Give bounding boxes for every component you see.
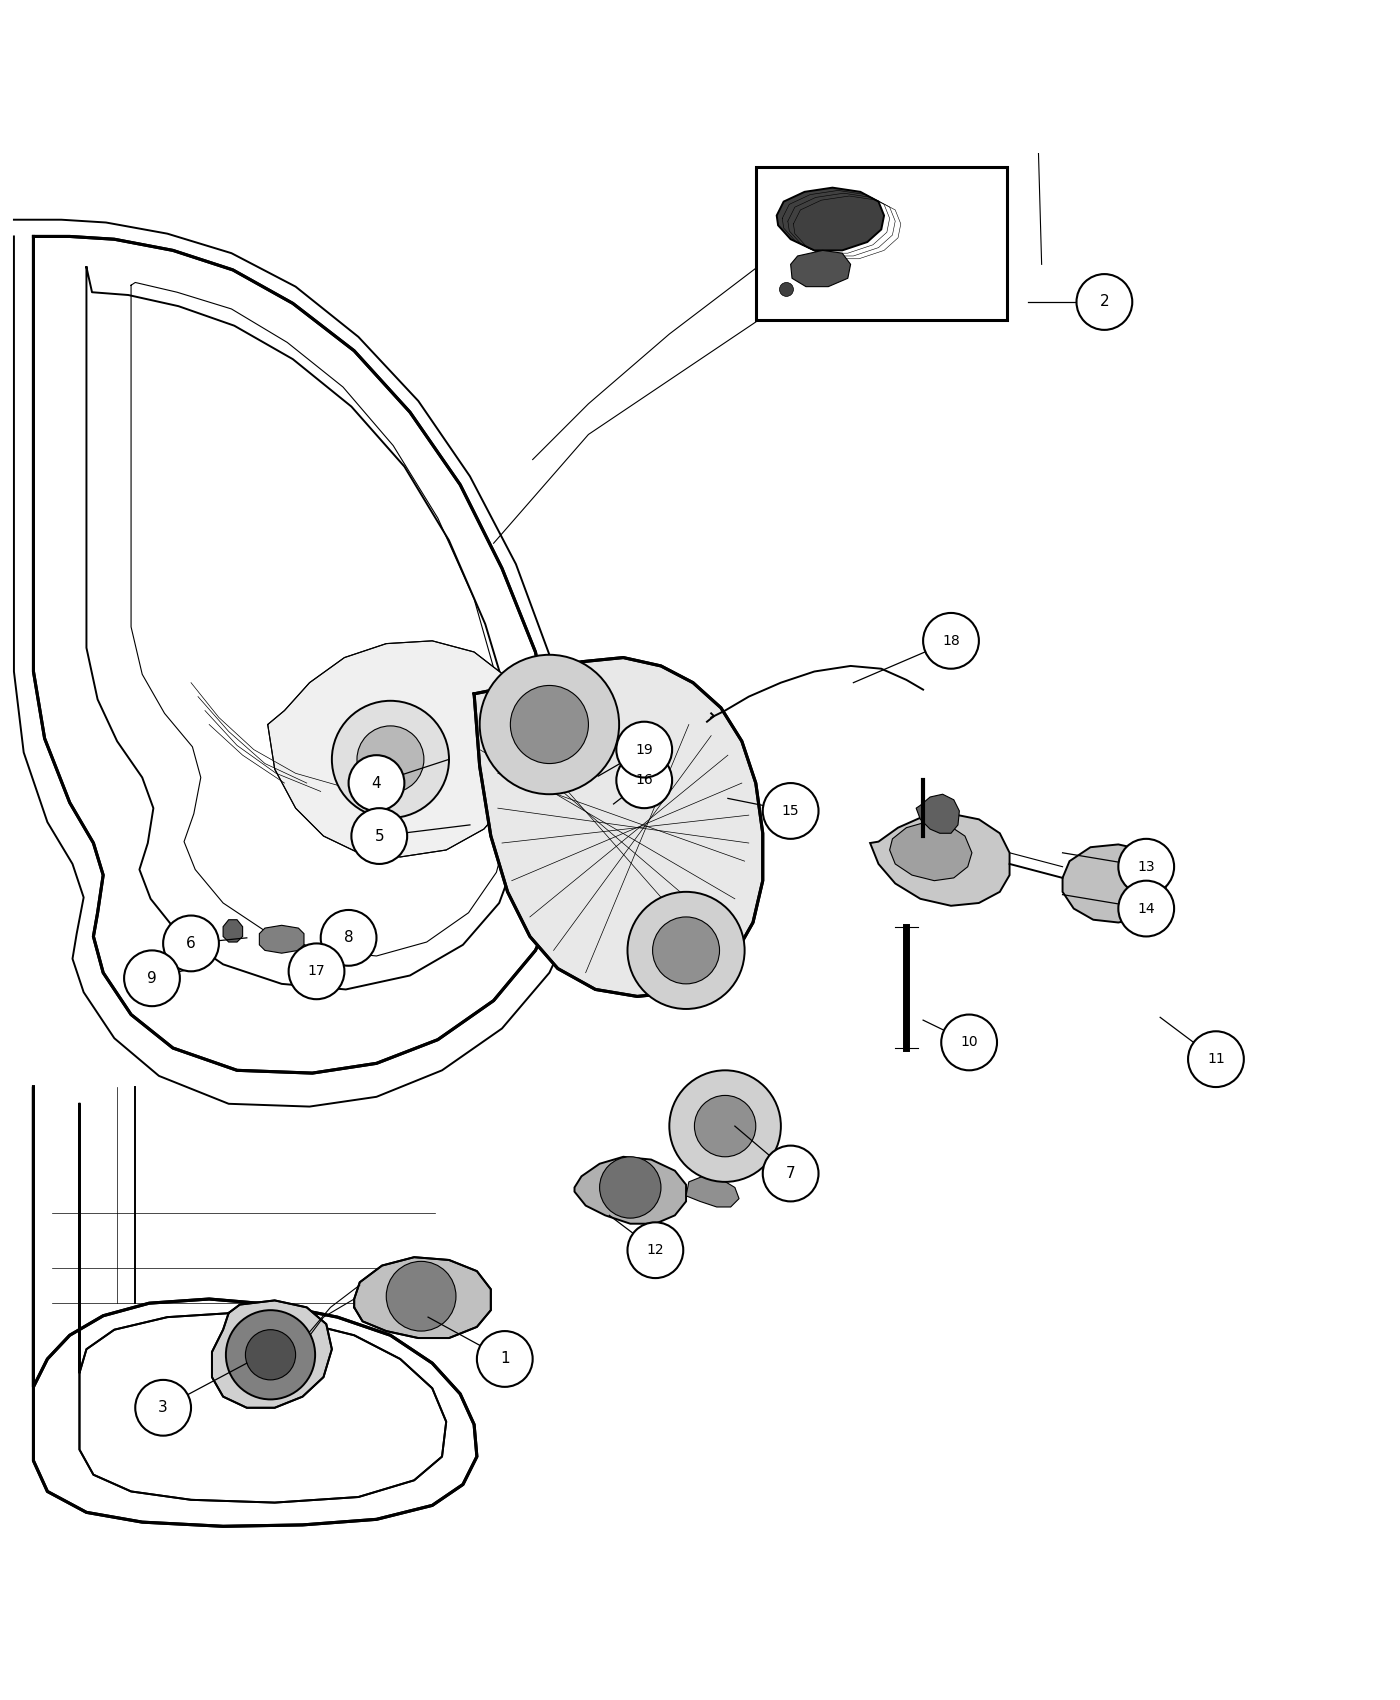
Circle shape [321,910,377,966]
Circle shape [780,282,794,296]
Polygon shape [574,1156,686,1224]
Circle shape [480,654,619,794]
Polygon shape [259,925,304,954]
Circle shape [1189,1032,1243,1086]
Polygon shape [871,814,1009,906]
Circle shape [125,950,179,1006]
Circle shape [225,1311,315,1399]
Circle shape [652,916,720,984]
Text: 8: 8 [344,930,353,945]
Polygon shape [916,794,959,833]
Circle shape [511,685,588,763]
Polygon shape [354,1258,491,1338]
Text: 14: 14 [1137,901,1155,916]
Text: 18: 18 [942,634,960,648]
Circle shape [357,726,424,792]
Text: 17: 17 [308,964,325,977]
Polygon shape [34,236,563,1073]
Circle shape [694,1095,756,1156]
Circle shape [627,892,745,1010]
Circle shape [1119,838,1175,894]
Circle shape [288,944,344,1000]
Polygon shape [211,1300,332,1408]
Circle shape [763,1146,819,1202]
Circle shape [616,753,672,808]
Circle shape [136,1380,190,1436]
Polygon shape [267,641,525,857]
Circle shape [616,722,672,777]
Polygon shape [791,250,851,287]
Text: 4: 4 [371,775,381,791]
Circle shape [1077,274,1133,330]
Text: 16: 16 [636,774,652,787]
Circle shape [1119,881,1175,937]
Polygon shape [889,823,972,881]
Text: 12: 12 [647,1243,664,1258]
Polygon shape [686,1176,739,1207]
Circle shape [349,755,405,811]
Text: 3: 3 [158,1401,168,1416]
Circle shape [386,1261,456,1331]
Text: 9: 9 [147,971,157,986]
Circle shape [941,1015,997,1071]
Text: 6: 6 [186,937,196,950]
Text: 11: 11 [1207,1052,1225,1066]
Text: 10: 10 [960,1035,979,1049]
Text: 19: 19 [636,743,652,756]
Text: 1: 1 [500,1352,510,1367]
Circle shape [669,1071,781,1182]
Circle shape [627,1222,683,1278]
Circle shape [763,784,819,838]
Circle shape [164,916,218,971]
Text: 7: 7 [785,1166,795,1181]
Circle shape [245,1329,295,1380]
Text: 13: 13 [1137,860,1155,874]
Polygon shape [475,658,763,996]
Circle shape [477,1331,532,1387]
Circle shape [351,808,407,864]
Polygon shape [34,1086,477,1527]
Circle shape [599,1156,661,1219]
Bar [756,167,1007,320]
Polygon shape [1063,845,1168,923]
Polygon shape [223,920,242,942]
Polygon shape [777,187,883,250]
Text: 5: 5 [374,828,384,843]
Polygon shape [80,1103,447,1503]
Circle shape [332,700,449,818]
Text: 2: 2 [1099,294,1109,309]
Text: 15: 15 [781,804,799,818]
Circle shape [923,614,979,668]
